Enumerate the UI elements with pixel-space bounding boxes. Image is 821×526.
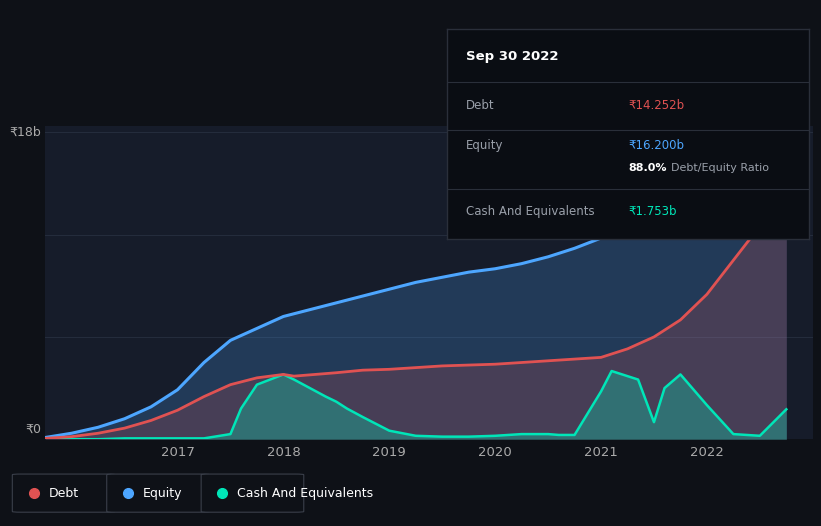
Text: ₹1.753b: ₹1.753b xyxy=(628,206,677,218)
Text: ₹14.252b: ₹14.252b xyxy=(628,99,684,112)
Text: ₹18b: ₹18b xyxy=(10,126,41,139)
Text: ₹16.200b: ₹16.200b xyxy=(628,139,684,152)
FancyBboxPatch shape xyxy=(107,474,209,512)
Text: ₹0: ₹0 xyxy=(25,423,41,436)
Text: Debt/Equity Ratio: Debt/Equity Ratio xyxy=(672,163,769,173)
Text: Cash And Equivalents: Cash And Equivalents xyxy=(466,206,594,218)
Text: Equity: Equity xyxy=(143,487,182,500)
Text: Debt: Debt xyxy=(466,99,494,112)
Text: Cash And Equivalents: Cash And Equivalents xyxy=(237,487,374,500)
Text: Sep 30 2022: Sep 30 2022 xyxy=(466,50,558,63)
Text: Debt: Debt xyxy=(48,487,79,500)
FancyBboxPatch shape xyxy=(201,474,304,512)
Text: 88.0%: 88.0% xyxy=(628,163,667,173)
FancyBboxPatch shape xyxy=(12,474,115,512)
Text: Equity: Equity xyxy=(466,139,503,152)
